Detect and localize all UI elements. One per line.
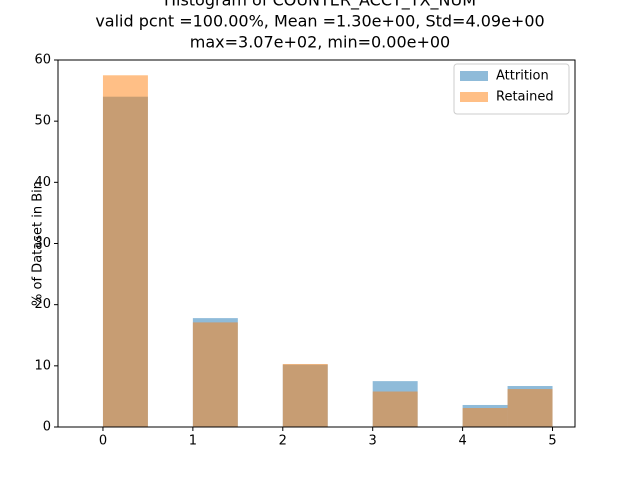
y-tick-label: 30 <box>34 236 51 251</box>
y-tick-label: 60 <box>34 53 51 68</box>
y-axis-label: % of Dataset in Bin <box>31 181 46 306</box>
x-tick-label: 1 <box>189 434 197 449</box>
y-tick-label: 40 <box>34 175 51 190</box>
chart-title: Histogram of COUNTER_ACCT_TX_NUM <box>164 0 476 11</box>
y-tick-label: 20 <box>34 297 51 312</box>
legend-swatch <box>460 92 488 102</box>
x-tick-label: 4 <box>458 434 466 449</box>
y-tick-label: 0 <box>43 420 51 435</box>
bar <box>372 391 418 427</box>
chart-title: valid pcnt =100.00%, Mean =1.30e+00, Std… <box>95 12 544 31</box>
x-tick-label: 0 <box>99 434 107 449</box>
legend-label: Retained <box>496 90 554 105</box>
legend-label: Attrition <box>496 69 549 84</box>
y-tick-label: 10 <box>34 358 51 373</box>
bar <box>507 389 553 427</box>
x-tick-label: 2 <box>279 434 287 449</box>
bar <box>462 408 508 427</box>
chart-title: max=3.07e+02, min=0.00e+00 <box>190 33 450 52</box>
bar <box>102 75 148 428</box>
x-tick-label: 5 <box>548 434 556 449</box>
bar <box>282 363 328 427</box>
y-tick-label: 50 <box>34 114 51 129</box>
legend-swatch <box>460 71 488 81</box>
bar <box>192 322 238 427</box>
x-tick-label: 3 <box>369 434 377 449</box>
